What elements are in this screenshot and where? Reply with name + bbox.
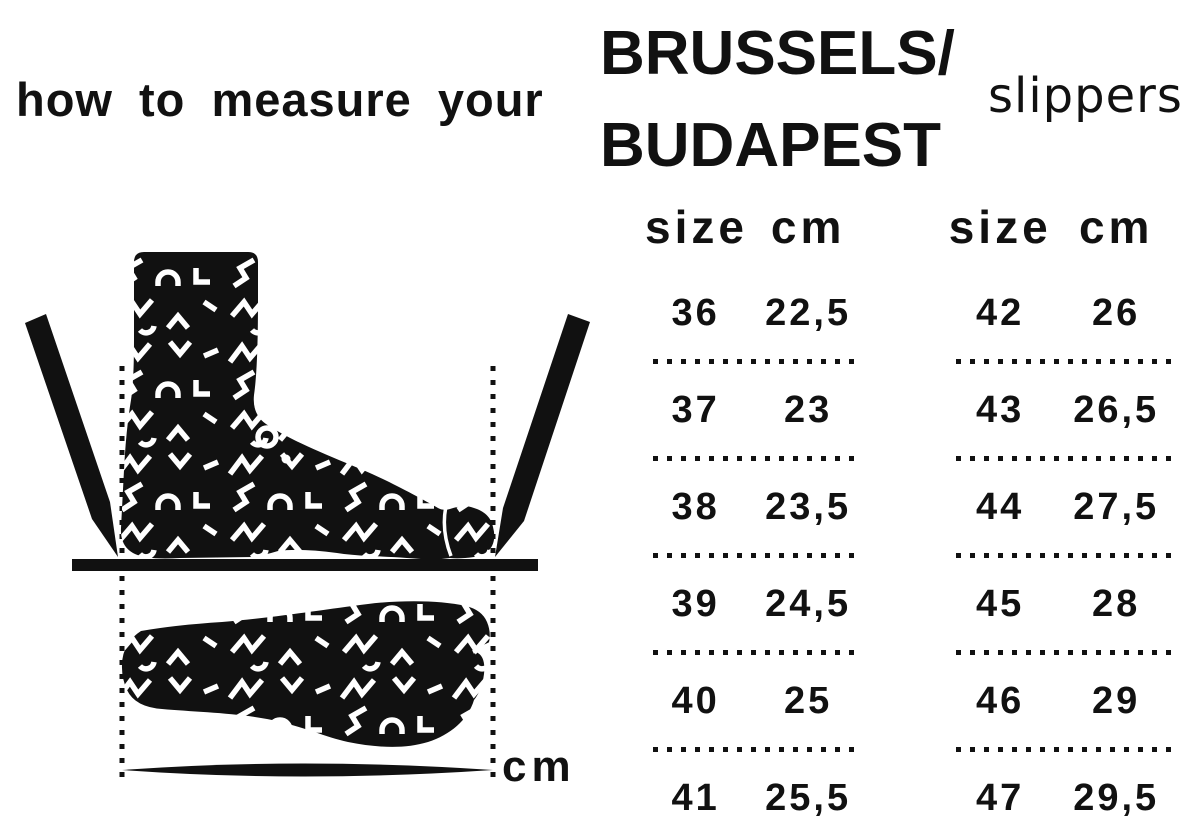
cm-column-header: cm (770, 201, 846, 253)
row-separator (653, 553, 862, 558)
cm-cell: 23 (783, 389, 833, 431)
measuring-stick-right (495, 314, 590, 557)
size-table-row: 40 25 (645, 680, 870, 722)
size-table-row: 44 27,5 (948, 486, 1180, 528)
unit-label: cm (502, 742, 576, 791)
ground-line (72, 559, 538, 571)
size-cell: 45 (976, 583, 1025, 625)
length-arrow (122, 763, 493, 777)
foot-sole-silhouette (121, 601, 490, 747)
confetti-dot (281, 454, 291, 464)
cm-cell: 26,5 (1073, 389, 1160, 431)
size-table-row: 39 24,5 (645, 583, 870, 625)
size-table-36-41: size cm 36 22,5 37 23 38 23,5 39 24,5 40 25 41 25,5 (645, 200, 870, 819)
brand-name: BRUSSELS/ BUDAPEST (600, 8, 955, 192)
size-table-row: 46 29 (948, 680, 1180, 722)
size-table-row: 38 23,5 (645, 486, 870, 528)
size-table-row: 36 22,5 (645, 292, 870, 334)
size-table-row: 47 29,5 (948, 777, 1180, 819)
cm-cell: 25 (783, 680, 833, 722)
size-cell: 44 (976, 486, 1025, 528)
cm-column-header: cm (1078, 201, 1154, 253)
brand-line-1: BRUSSELS/ (600, 19, 955, 88)
size-table-header: size cm (948, 200, 1180, 253)
cm-cell: 28 (1092, 583, 1141, 625)
row-separator (956, 359, 1172, 364)
size-cell: 42 (976, 292, 1025, 334)
size-cell: 39 (671, 583, 720, 625)
size-table-row: 42 26 (948, 292, 1180, 334)
cm-cell: 27,5 (1073, 486, 1160, 528)
size-cell: 43 (976, 389, 1025, 431)
size-cell: 41 (671, 777, 720, 819)
row-separator (653, 650, 862, 655)
row-separator (956, 456, 1172, 461)
size-cell: 37 (671, 389, 720, 431)
big-toe-crease (442, 505, 453, 557)
sole-toe-notch (472, 642, 491, 654)
size-cell: 38 (671, 486, 720, 528)
row-separator (653, 359, 862, 364)
confetti-ring (255, 425, 279, 449)
row-separator (956, 650, 1172, 655)
cm-cell: 29 (1092, 680, 1141, 722)
size-cell: 36 (671, 292, 720, 334)
cm-cell: 24,5 (765, 583, 852, 625)
cm-cell: 29,5 (1073, 777, 1160, 819)
size-table-row: 45 28 (948, 583, 1180, 625)
cm-cell: 23,5 (765, 486, 852, 528)
brand-line-2: BUDAPEST (600, 111, 942, 180)
size-cell: 46 (976, 680, 1025, 722)
foot-measuring-illustration (25, 252, 590, 782)
foot-silhouette (120, 252, 495, 560)
row-separator (956, 747, 1172, 752)
size-table-header: size cm (645, 200, 870, 253)
size-table-row: 37 23 (645, 389, 870, 431)
size-cell: 40 (671, 680, 720, 722)
size-table-row: 43 26,5 (948, 389, 1180, 431)
size-cell: 47 (976, 777, 1025, 819)
cm-cell: 26 (1092, 292, 1141, 334)
row-separator (653, 747, 862, 752)
size-column-header: size (948, 201, 1052, 253)
row-separator (956, 553, 1172, 558)
cm-cell: 25,5 (765, 777, 852, 819)
size-table-42-47: size cm 42 26 43 26,5 44 27,5 45 28 46 29 47 29,5 (948, 200, 1180, 819)
cm-cell: 22,5 (765, 292, 852, 334)
page-title: how to measure your (16, 73, 544, 126)
product-label: slippers (988, 68, 1183, 124)
size-column-header: size (645, 201, 748, 253)
size-table-row: 41 25,5 (645, 777, 870, 819)
measuring-stick-left (25, 314, 118, 557)
row-separator (653, 456, 862, 461)
